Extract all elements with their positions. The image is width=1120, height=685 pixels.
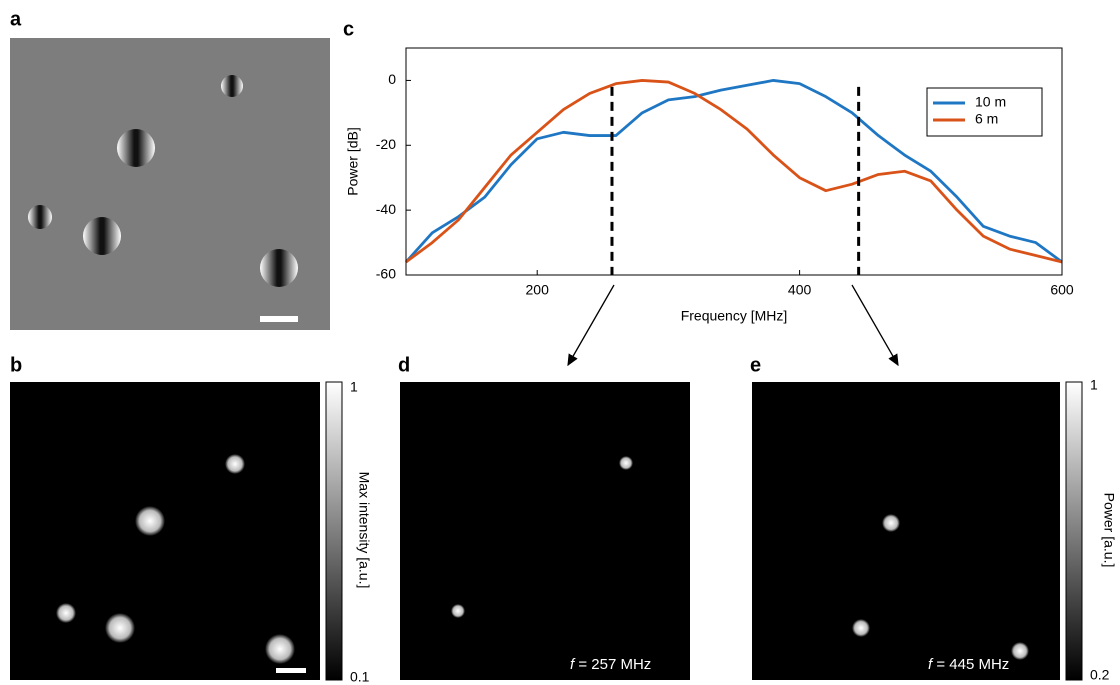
panel-label: e bbox=[750, 354, 761, 376]
chart: -60 -40 -20 0 200 400 600 Frequency [MHz] Power … bbox=[345, 47, 1074, 324]
legend-label: 10 m bbox=[975, 94, 1006, 110]
image-a bbox=[10, 38, 330, 330]
colorbar-tick: 1 bbox=[350, 379, 358, 395]
annotation-text: = 257 MHz bbox=[578, 656, 651, 673]
panel-label: b bbox=[10, 354, 22, 376]
x-tick-label: 400 bbox=[788, 282, 812, 298]
colorbar-tick: 0.1 bbox=[350, 669, 370, 685]
colorbar-label: Power [a.u.] bbox=[1101, 493, 1117, 568]
y-axis-label: Power [dB] bbox=[345, 127, 361, 195]
plot-frame bbox=[405, 47, 1063, 276]
panel-label: a bbox=[10, 8, 22, 30]
annotation: f = 257 MHz bbox=[570, 656, 651, 673]
legend-label: 6 m bbox=[975, 111, 998, 127]
legend bbox=[926, 87, 1043, 137]
image-d bbox=[400, 382, 690, 680]
y-tick-label: -60 bbox=[376, 266, 396, 282]
colorbar-label: Max intensity [a.u.] bbox=[356, 472, 372, 589]
colorbar bbox=[325, 381, 343, 681]
y-tick-label: -40 bbox=[376, 201, 396, 217]
arrow bbox=[851, 284, 899, 367]
x-tick-label: 200 bbox=[526, 282, 550, 298]
arrow bbox=[567, 284, 615, 367]
line bbox=[404, 79, 1063, 264]
annotation-var: f bbox=[570, 656, 576, 673]
image-e bbox=[752, 382, 1060, 680]
x-axis-label: Frequency [MHz] bbox=[681, 308, 788, 324]
x-tick-label: 600 bbox=[1050, 282, 1074, 298]
image-b bbox=[10, 382, 320, 680]
colorbar-tick: 1 bbox=[1090, 377, 1098, 393]
line bbox=[405, 79, 1063, 264]
y-tick-label: 0 bbox=[388, 71, 396, 87]
y-tick-label: -20 bbox=[376, 136, 396, 152]
colorbar-tick: 0.2 bbox=[1090, 667, 1110, 683]
panel-label: d bbox=[398, 354, 410, 376]
annotation-text: = 445 MHz bbox=[936, 656, 1009, 673]
annotation: f = 445 MHz bbox=[928, 656, 1009, 673]
panel-label: c bbox=[343, 18, 354, 40]
annotation-var: f bbox=[928, 656, 934, 673]
colorbar bbox=[1065, 381, 1083, 681]
